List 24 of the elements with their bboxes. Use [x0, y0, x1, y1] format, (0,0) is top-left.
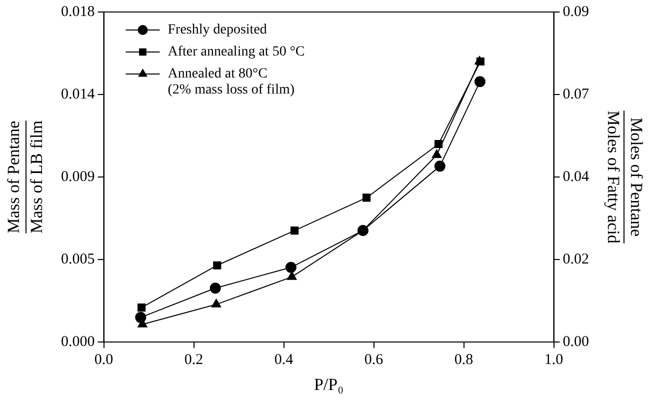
x-tick-label: 0.6 [364, 352, 384, 368]
x-tick-label: 0.4 [274, 352, 294, 368]
y2-tick-label: 0.04 [562, 168, 590, 185]
legend-label: After annealing at 50 °C [168, 44, 305, 60]
x-axis-title: P/P₀ [314, 374, 344, 394]
x-tick-label: 0.8 [454, 352, 474, 368]
x-tick-label: 1.0 [544, 352, 564, 368]
y2-tick-label: 0.07 [562, 86, 590, 102]
y-tick-label: 0.009 [61, 168, 95, 185]
x-tick-label: 0.2 [184, 352, 204, 368]
y-tick-label: 0.014 [61, 86, 96, 102]
legend-label: Annealed at 80°C (2% mass loss of film) [168, 66, 295, 98]
y-tick-label: 0.000 [61, 334, 95, 350]
y-tick-label: 0.005 [61, 251, 95, 268]
x-tick-label: 0.0 [94, 352, 114, 368]
y-tick-label: 0.018 [61, 4, 95, 20]
text: Mass of Pentane [4, 120, 23, 234]
y2-tick-label: 0.09 [562, 4, 589, 20]
y2-tick-label: 0.00 [562, 334, 589, 350]
text: Moles of Pentane [627, 118, 646, 236]
text: Moles of Fatty acid [604, 110, 624, 244]
legend-label: Freshly deposited [168, 22, 267, 38]
y2-tick-label: 0.02 [562, 251, 589, 268]
text: Mass of LB film [26, 120, 46, 234]
